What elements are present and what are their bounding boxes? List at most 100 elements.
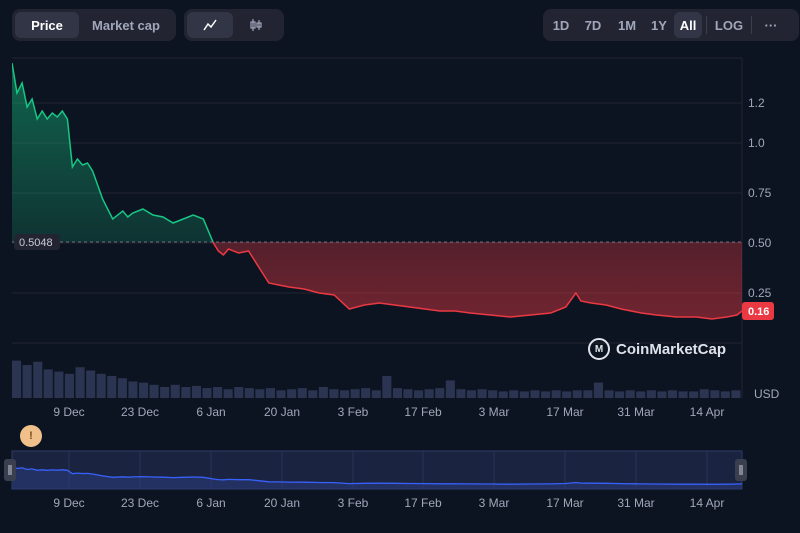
svg-text:0.16: 0.16 — [748, 306, 769, 318]
navigator-handle-right[interactable] — [735, 459, 747, 481]
volume-bar — [435, 388, 445, 398]
x-tick-label: 23 Dec — [121, 405, 159, 419]
volume-bar — [64, 373, 74, 398]
coinmarketcap-watermark: M CoinMarketCap — [588, 338, 726, 360]
range-7d-button[interactable]: 7D — [584, 17, 602, 33]
volume-bar — [75, 367, 85, 398]
volume-bar — [371, 390, 381, 398]
x-tick-label: 31 Mar — [617, 405, 654, 419]
navigator-x-tick-label: 20 Jan — [264, 496, 300, 510]
y-axis-unit: USD — [754, 387, 780, 401]
price-area-below-baseline — [12, 242, 742, 319]
volume-bar — [350, 389, 360, 398]
navigator-x-tick-label: 6 Jan — [196, 496, 225, 510]
volume-bar — [731, 390, 741, 398]
navigator-x-tick-label: 17 Mar — [546, 496, 583, 510]
x-tick-label: 3 Feb — [338, 405, 369, 419]
x-tick-label: 14 Apr — [690, 405, 725, 419]
navigator-x-tick-label: 14 Apr — [690, 496, 725, 510]
volume-bar — [12, 360, 22, 398]
volume-bar — [445, 380, 455, 398]
range-1d-button[interactable]: 1D — [552, 17, 570, 33]
volume-bar — [636, 391, 646, 398]
navigator-handle-left[interactable] — [4, 459, 16, 481]
line-chart-icon — [203, 19, 217, 31]
volume-bar — [667, 390, 677, 398]
volume-bar — [117, 378, 127, 398]
volume-bar — [551, 390, 561, 398]
x-tick-label: 3 Mar — [479, 405, 510, 419]
volume-bar — [604, 390, 614, 398]
volume-bar — [265, 388, 275, 398]
volume-bar — [223, 389, 233, 398]
volume-bar — [710, 390, 720, 398]
volume-bar — [276, 390, 286, 398]
volume-bar — [329, 389, 339, 398]
y-axis: 1.2 1.0 0.75 0.50 0.25 — [748, 96, 772, 300]
volume-bar — [234, 387, 244, 398]
more-options-button[interactable]: ··· — [764, 17, 778, 33]
volume-bar — [149, 384, 159, 398]
volume-bar — [128, 381, 138, 398]
range-all-button[interactable]: All — [674, 12, 702, 38]
volume-bar — [244, 388, 254, 398]
line-chart-button[interactable] — [187, 12, 233, 38]
time-range-selector: 1D 7D 1M 1Y All LOG ··· — [543, 9, 799, 41]
volume-bar — [181, 387, 191, 398]
navigator-line — [11, 465, 743, 485]
volume-bar — [191, 385, 201, 398]
volume-bars — [12, 360, 741, 398]
y-tick-label: 1.2 — [748, 96, 765, 110]
volume-bar — [615, 391, 625, 398]
volume-bar — [689, 391, 699, 398]
volume-bar — [509, 390, 519, 398]
volume-bar — [488, 390, 498, 398]
navigator-x-tick-label: 3 Mar — [479, 496, 510, 510]
volume-bar — [646, 390, 656, 398]
volume-bar — [562, 391, 572, 398]
volume-bar — [361, 388, 371, 398]
volume-bar — [160, 387, 170, 398]
current-price-badge: 0.16 — [742, 302, 774, 320]
divider — [751, 16, 752, 34]
volume-bar — [318, 387, 328, 398]
volume-bar — [625, 390, 635, 398]
navigator-x-tick-label: 9 Dec — [53, 496, 84, 510]
range-1m-button[interactable]: 1M — [617, 17, 637, 33]
x-tick-label: 6 Jan — [196, 405, 225, 419]
volume-bar — [392, 388, 402, 398]
candlestick-icon — [250, 19, 262, 31]
chart-type-toggle — [184, 9, 284, 41]
y-tick-label: 1.0 — [748, 136, 765, 150]
candlestick-chart-button[interactable] — [233, 12, 279, 38]
y-tick-label: 0.50 — [748, 236, 772, 250]
range-1y-button[interactable]: 1Y — [651, 17, 667, 33]
volume-bar — [583, 390, 593, 398]
volume-bar — [593, 382, 603, 398]
volume-bar — [22, 365, 32, 398]
navigator-x-tick-label: 3 Feb — [338, 496, 369, 510]
divider — [706, 16, 707, 34]
range-navigator[interactable] — [4, 450, 747, 490]
log-scale-button[interactable]: LOG — [714, 17, 744, 33]
volume-bar — [403, 389, 413, 398]
navigator-area — [12, 466, 742, 489]
tab-price[interactable]: Price — [15, 12, 79, 38]
svg-text:0.5048: 0.5048 — [19, 237, 53, 249]
tab-market-cap[interactable]: Market cap — [92, 17, 160, 33]
baseline-label: 0.5048 — [14, 234, 60, 251]
navigator-x-tick-label: 23 Dec — [121, 496, 159, 510]
x-axis: 9 Dec 23 Dec 6 Jan 20 Jan 3 Feb 17 Feb 3 Mar 17… — [53, 405, 724, 419]
price-line-below-baseline — [212, 242, 742, 320]
volume-bar — [456, 389, 466, 398]
price-line-above-baseline — [12, 62, 214, 243]
x-tick-label: 17 Mar — [546, 405, 583, 419]
volume-bar — [139, 382, 149, 398]
event-marker-icon[interactable]: ! — [20, 425, 42, 447]
volume-bar — [255, 389, 265, 398]
volume-bar — [466, 390, 476, 398]
volume-bar — [170, 384, 180, 398]
volume-bar — [297, 388, 307, 398]
volume-bar — [699, 389, 709, 398]
